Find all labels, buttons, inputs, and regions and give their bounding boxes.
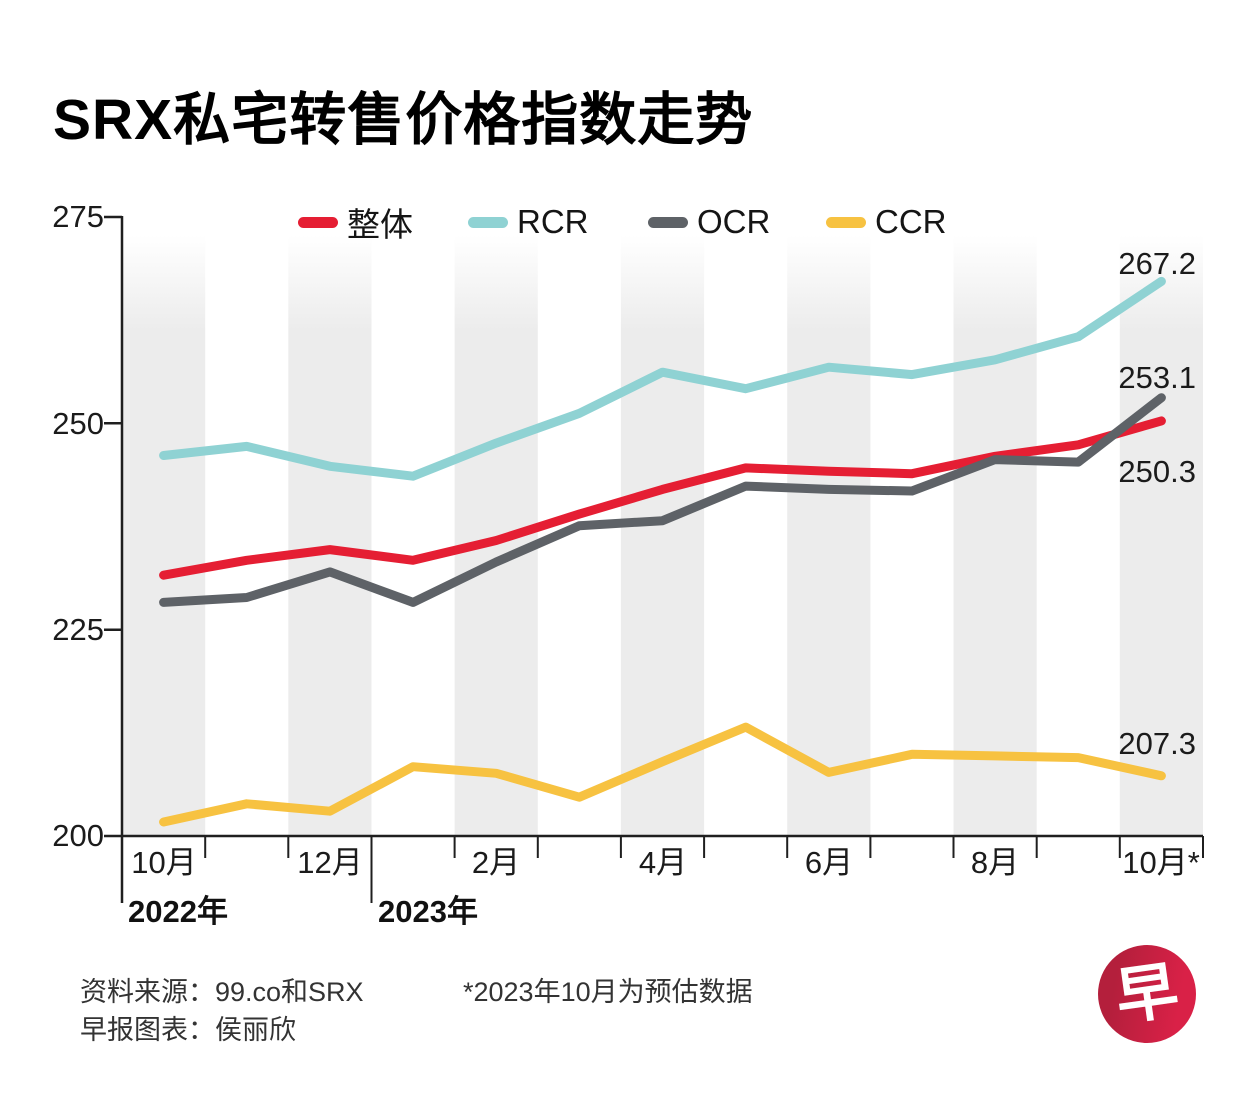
footer-source: 资料来源：99.co和SRX — [80, 977, 364, 1007]
zaobao-logo-char: 早 — [1111, 953, 1183, 1034]
legend-swatch-overall-icon — [298, 216, 338, 228]
x-axis-label-aug: 8月 — [970, 845, 1020, 880]
month-band — [787, 235, 871, 836]
legend-swatch-rcr-icon — [468, 216, 508, 228]
footer-note: *2023年10月为预估数据 — [463, 977, 753, 1007]
legend-item-ccr: CCR — [826, 202, 947, 242]
legend-label-ccr: CCR — [875, 203, 947, 240]
x-axis-label-apr: 4月 — [638, 845, 688, 880]
x-axis-label-oct23: 10月* — [1122, 845, 1200, 880]
line-ccr — [159, 722, 1166, 827]
y-axis-label-275: 275 — [52, 199, 104, 234]
end-label-ccr: 207.3 — [1118, 726, 1196, 761]
x-axis-label-oct22: 10月 — [131, 845, 197, 880]
year-label-2023: 2023年 — [378, 894, 478, 929]
month-band — [953, 235, 1037, 836]
zaobao-logo: 早 — [1098, 945, 1196, 1043]
month-band — [122, 235, 206, 836]
legend-swatch-ocr-icon — [648, 216, 688, 228]
line-overall — [159, 416, 1166, 580]
y-axis-label-250: 250 — [52, 406, 104, 441]
legend-label-ocr: OCR — [697, 203, 771, 240]
x-axis-label-dec: 12月 — [297, 845, 363, 880]
month-band — [454, 235, 538, 836]
legend-item-overall: 整体 — [298, 202, 413, 243]
x-axis-label-jun: 6月 — [804, 845, 854, 880]
legend-label-overall: 整体 — [347, 206, 413, 243]
legend-swatch-ccr-icon — [826, 216, 866, 228]
end-label-rcr: 267.2 — [1118, 246, 1196, 281]
end-label-ocr: 253.1 — [1118, 360, 1196, 395]
year-label-2022: 2022年 — [128, 894, 228, 929]
line-rcr — [159, 276, 1166, 481]
legend-label-rcr: RCR — [517, 203, 589, 240]
y-axis-label-200: 200 — [52, 818, 104, 853]
month-band — [620, 235, 705, 836]
x-axis-label-feb: 2月 — [471, 845, 521, 880]
y-axis-label-225: 225 — [52, 612, 104, 647]
line-ocr — [159, 393, 1166, 607]
legend-item-rcr: RCR — [468, 202, 589, 242]
end-label-overall: 250.3 — [1118, 454, 1196, 489]
footer-credit: 早报图表：侯丽欣 — [80, 1015, 296, 1045]
month-band — [288, 235, 372, 836]
legend-item-ocr: OCR — [648, 202, 770, 242]
page-title: SRX私宅转售价格指数走势 — [53, 88, 754, 152]
